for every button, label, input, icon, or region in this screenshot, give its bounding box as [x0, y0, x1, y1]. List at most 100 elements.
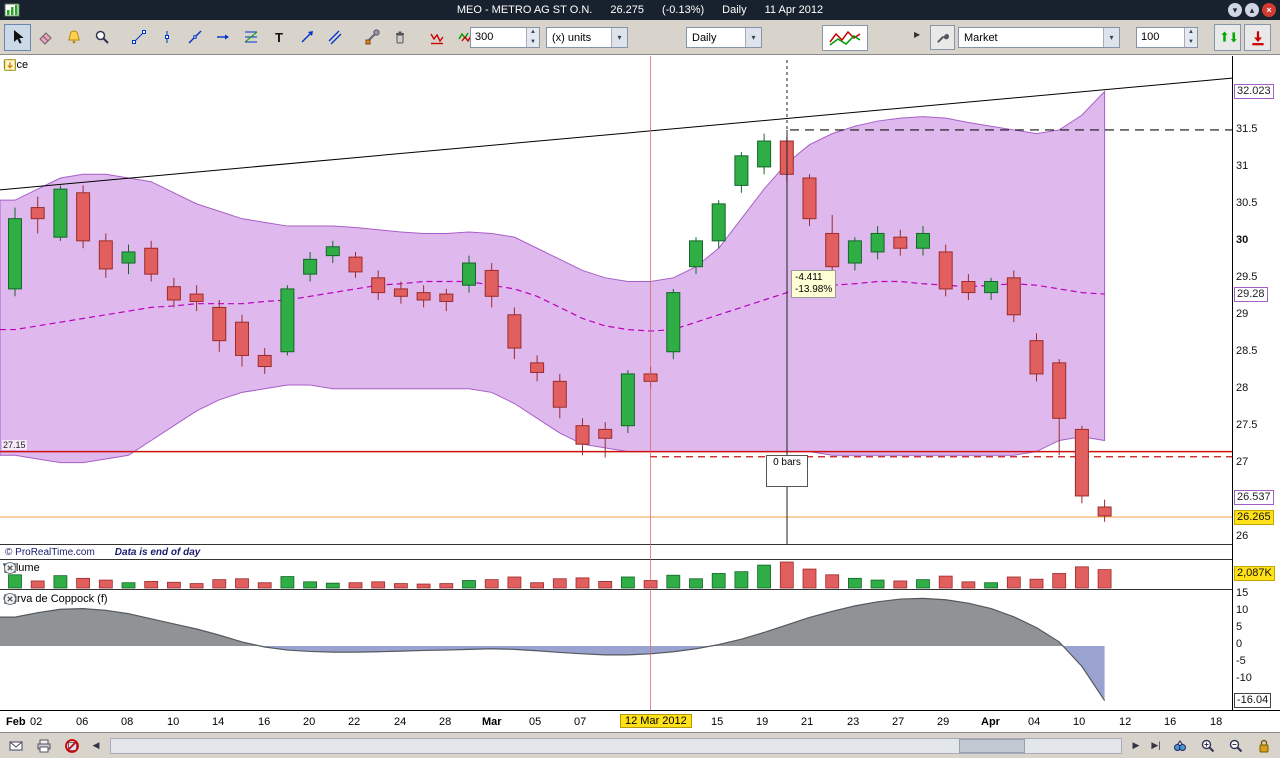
price-axis[interactable]: 32.023 31.5 31 30.5 30 29.5 29.28 29 28.5 28 27.5 2… [1232, 56, 1280, 710]
scrollbar-handle[interactable] [959, 738, 1026, 753]
scale-up-button[interactable] [82, 58, 96, 72]
more-options-arrow[interactable]: ▶ [914, 30, 921, 39]
candle-body [144, 247, 159, 275]
zoom-out-button[interactable] [1224, 736, 1248, 756]
candle-body [484, 269, 499, 297]
import-export-button[interactable] [1214, 24, 1241, 51]
arrow-line-icon [299, 29, 315, 45]
pointer-tool-button[interactable] [4, 23, 31, 51]
channel-tool-button[interactable] [321, 24, 348, 51]
chart-style-button[interactable] [822, 25, 868, 51]
tools-icon [364, 29, 380, 45]
mini-chart-icon [828, 28, 862, 48]
alert-tool-button[interactable] [60, 24, 87, 51]
coppock-axis-label: -16.04 [1234, 692, 1272, 708]
mail-button[interactable] [4, 736, 28, 756]
pane-close-button[interactable] [77, 561, 91, 575]
chevron-down-icon[interactable]: ▾ [611, 28, 627, 47]
x-axis-label: Mar [482, 716, 502, 728]
candle-body [711, 203, 726, 242]
volume-pane: Volume [0, 560, 1232, 589]
fibonacci-tool-button[interactable] [237, 24, 264, 51]
pattern-bearish-button[interactable] [423, 24, 450, 51]
volume-chart[interactable] [0, 560, 1232, 589]
trend-line[interactable] [0, 77, 1232, 191]
date-cursor-line [650, 56, 651, 710]
candle-body [961, 281, 976, 294]
quantity-value[interactable]: 100 [1141, 31, 1160, 43]
spin-down-icon[interactable]: ▼ [1188, 38, 1194, 45]
timeframe-select[interactable]: Daily ▾ [686, 27, 762, 48]
volume-bar [280, 576, 295, 589]
eraser-tool-button[interactable] [32, 24, 59, 51]
market-select[interactable]: Market ▾ [958, 27, 1120, 48]
price-chart[interactable] [0, 56, 1232, 544]
pane-close-button[interactable] [65, 58, 79, 72]
volume-bar [530, 582, 544, 589]
spin-up-icon[interactable]: ▲ [1188, 29, 1194, 35]
chevron-down-icon[interactable]: ▾ [745, 28, 761, 47]
print-button[interactable] [32, 736, 56, 756]
coppock-chart[interactable] [0, 590, 1232, 710]
expand-button[interactable]: ▴ [1245, 3, 1259, 17]
x-axis-label: 22 [348, 716, 361, 728]
pane-settings-button[interactable] [31, 58, 45, 72]
zoom-tool-button[interactable] [88, 24, 115, 51]
data-note-text: Data is end of day [114, 546, 201, 558]
collapse-button[interactable]: ▾ [1228, 3, 1242, 17]
scroll-left-button[interactable]: ◀ [92, 740, 100, 750]
spin-down-icon[interactable]: ▼ [530, 38, 536, 45]
volume-bar [462, 580, 476, 589]
close-circle-icon [3, 561, 17, 575]
spin-up-icon[interactable]: ▲ [530, 29, 536, 35]
scroll-right-button[interactable]: ▶ [1132, 740, 1140, 750]
chevron-down-icon[interactable]: ▾ [1103, 28, 1119, 47]
pane-window-button[interactable] [48, 58, 62, 72]
coppock-pane-title: Curva de Coppock (f) [3, 593, 108, 605]
support-line-label: 27.15 [2, 439, 27, 450]
pane-close-button[interactable] [145, 592, 159, 606]
drawing-settings-button[interactable] [358, 24, 385, 51]
arrow-tool-button[interactable] [293, 24, 320, 51]
measure-tool-button[interactable] [125, 24, 152, 51]
zoom-lock-button[interactable] [1252, 736, 1276, 756]
magnifier-icon [94, 29, 110, 45]
volume-bar [961, 581, 976, 589]
volume-bar [98, 579, 113, 589]
bars-count-input[interactable]: 300 ▲ ▼ [470, 27, 540, 48]
quantity-input[interactable]: 100 ▲ ▼ [1136, 27, 1198, 48]
pane-settings-button[interactable] [111, 592, 125, 606]
horizontal-line-icon [215, 29, 231, 45]
volume-bar [598, 580, 613, 589]
indicator-settings-button[interactable] [930, 25, 955, 50]
pane-settings-button[interactable] [43, 561, 57, 575]
candle-body [439, 293, 454, 302]
volume-bar [1006, 576, 1021, 589]
x-axis-label: 14 [212, 716, 225, 728]
pane-window-button[interactable] [60, 561, 74, 575]
chart-hscrollbar[interactable] [110, 737, 1122, 754]
units-select[interactable]: (x) units ▾ [546, 27, 628, 48]
channel-icon [327, 29, 343, 45]
zoom-in-button[interactable] [1196, 736, 1220, 756]
candle-body [666, 292, 681, 353]
delete-drawings-button[interactable] [386, 24, 413, 51]
text-tool-button[interactable] [265, 24, 292, 51]
horizontal-line-tool-button[interactable] [209, 24, 236, 51]
pane-window-button[interactable] [128, 592, 142, 606]
inspect-button[interactable] [1168, 736, 1192, 756]
clear-alerts-button[interactable] [60, 736, 84, 756]
x-axis-label: 24 [394, 716, 407, 728]
scroll-end-button[interactable]: ▶| [1151, 740, 1161, 750]
volume-bar [30, 580, 45, 589]
app-chart-icon [4, 2, 20, 18]
close-button[interactable]: × [1262, 3, 1276, 17]
vertical-line-tool-button[interactable] [153, 24, 180, 51]
download-button[interactable] [1244, 24, 1271, 51]
scale-down-button[interactable] [99, 58, 113, 72]
bars-count-value[interactable]: 300 [475, 31, 494, 43]
chart-region: Price -4.411 -13.98% 0 bars 27.15 © Pro [0, 56, 1280, 732]
trendline-tool-button[interactable] [181, 24, 208, 51]
transfer-icon [1219, 29, 1237, 47]
x-axis-label: 20 [303, 716, 316, 728]
